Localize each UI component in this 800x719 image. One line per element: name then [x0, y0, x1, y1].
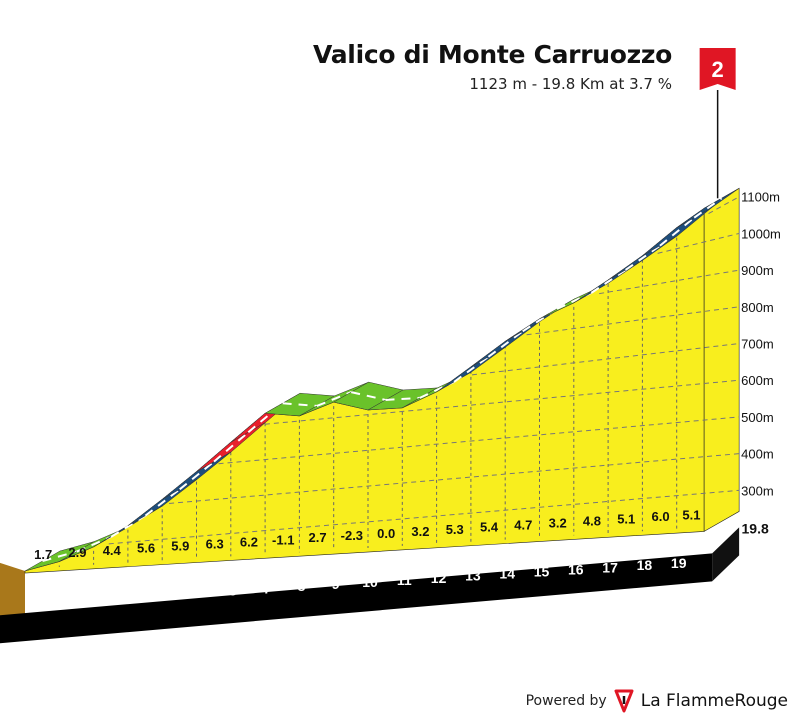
- flamme-rouge-logo-icon: [614, 689, 634, 713]
- gradient-label: 5.4: [480, 520, 499, 535]
- chart-subtitle: 1123 m - 19.8 Km at 3.7 %: [469, 75, 672, 93]
- brand-name: La FlammeRouge: [640, 691, 788, 711]
- km-label: 8: [298, 578, 306, 594]
- surface-center-dash: [350, 391, 386, 401]
- surface-center-dash: [385, 396, 420, 401]
- surface-center-dash: [693, 197, 723, 219]
- gradient-label: 4.8: [583, 513, 601, 528]
- surface-center-dash: [590, 269, 627, 294]
- base-strip-side: [712, 527, 740, 582]
- elevation-axis: 300m 400m 500m 600m 700m 800m 900m 1000m 1100m: [741, 190, 781, 499]
- gradient-label: 5.1: [617, 511, 635, 526]
- gradient-labels: 1.7 2.9 4.4 5.6 5.9 6.3 6.2 -1.1 2.7 -2.3 0.0 3.2 5.…: [34, 507, 700, 562]
- surface-center-dash: [419, 381, 455, 399]
- profile-right-face: [703, 187, 740, 532]
- gradient-label: 6.2: [240, 534, 258, 549]
- surface-center-dash: [213, 431, 249, 463]
- elevation-gridline: [708, 196, 740, 214]
- gradient-label: 5.9: [171, 539, 189, 554]
- gradient-label: 4.4: [103, 543, 122, 558]
- gradient-label: 2.9: [68, 545, 86, 560]
- surface-center-dash: [453, 356, 489, 383]
- chart-title: Valico di Monte Carruozzo: [313, 40, 672, 69]
- soil-front: [0, 562, 25, 629]
- elevation-tick-label: 900m: [741, 263, 774, 278]
- climb-category-label: 2: [712, 57, 724, 82]
- gradient-label: 1.7: [34, 547, 52, 562]
- summit-flag: 2: [699, 48, 736, 199]
- title-block: Valico di Monte Carruozzo 1123 m - 19.8 …: [313, 40, 672, 93]
- km-label: 19: [671, 555, 687, 571]
- km-label: 7: [263, 580, 271, 596]
- footer-branding: Powered by La FlammeRouge: [526, 689, 788, 713]
- km-label: 5: [195, 585, 203, 601]
- surface-center-dash: [487, 330, 524, 358]
- flag-banner: [699, 48, 736, 90]
- gradient-label: 3.2: [549, 515, 567, 530]
- elevation-gridline: [657, 232, 740, 254]
- end-distance-label: 19.8: [742, 520, 769, 536]
- surface-center-dash: [76, 535, 112, 553]
- km-label: 10: [362, 574, 378, 590]
- powered-by-label: Powered by: [525, 693, 607, 709]
- elevation-gridline: [599, 269, 740, 295]
- profile-top-surface: [24, 188, 740, 572]
- elevation-gridline: [108, 489, 740, 545]
- surface-center-dash: [42, 550, 78, 562]
- km-label: 16: [568, 561, 584, 577]
- elevation-tick-label: 300m: [741, 483, 774, 498]
- km-label: 11: [397, 572, 412, 588]
- km-label: 17: [602, 559, 618, 575]
- elevation-tick-label: 700m: [741, 337, 774, 352]
- km-label: 15: [534, 564, 550, 580]
- gradient-label: 6.3: [206, 536, 224, 551]
- gradient-label: 0.0: [377, 526, 395, 541]
- gradient-label: 5.6: [137, 541, 155, 556]
- gradient-label: -1.1: [272, 532, 294, 547]
- surface-center-dash: [659, 216, 695, 247]
- gridlines: [58, 196, 740, 567]
- elevation-tick-label: 400m: [741, 447, 774, 462]
- surface-center-dash: [179, 460, 215, 491]
- km-label: 2: [92, 591, 100, 607]
- km-label: 3: [126, 589, 134, 605]
- base-strip-front: [0, 553, 713, 644]
- elevation-tick-label: 1000m: [741, 226, 781, 241]
- soil-layer: [0, 562, 25, 629]
- gradient-label: 6.0: [652, 509, 670, 524]
- surface-center-dash: [625, 244, 661, 271]
- km-label: 13: [465, 568, 481, 584]
- surface-center-dash: [282, 402, 317, 407]
- gradient-label: -2.3: [341, 528, 363, 543]
- gradient-label: 5.3: [446, 522, 464, 537]
- elevation-tick-label: 1100m: [741, 190, 780, 205]
- elevation-tick-label: 600m: [741, 373, 774, 388]
- km-label: 12: [431, 570, 447, 586]
- surface-center-dash: [316, 391, 352, 407]
- surface-center-dash: [556, 291, 592, 310]
- gradient-label: 2.7: [309, 530, 327, 545]
- km-label: 18: [637, 557, 653, 573]
- km-label: 1: [57, 593, 65, 609]
- km-label: 4: [160, 587, 168, 603]
- gradient-label: 5.1: [682, 507, 700, 522]
- km-label: 9: [332, 576, 340, 592]
- elevation-tick-label: 800m: [741, 300, 774, 315]
- gradient-label: 4.7: [514, 518, 532, 533]
- elevation-gridline: [264, 379, 740, 425]
- km-label: 14: [499, 566, 515, 582]
- gradient-label: 3.2: [411, 524, 429, 539]
- elevation-gridline: [218, 416, 740, 465]
- km-label: 6: [229, 582, 237, 598]
- surface-center-dash: [144, 488, 181, 517]
- elevation-tick-label: 500m: [741, 410, 774, 425]
